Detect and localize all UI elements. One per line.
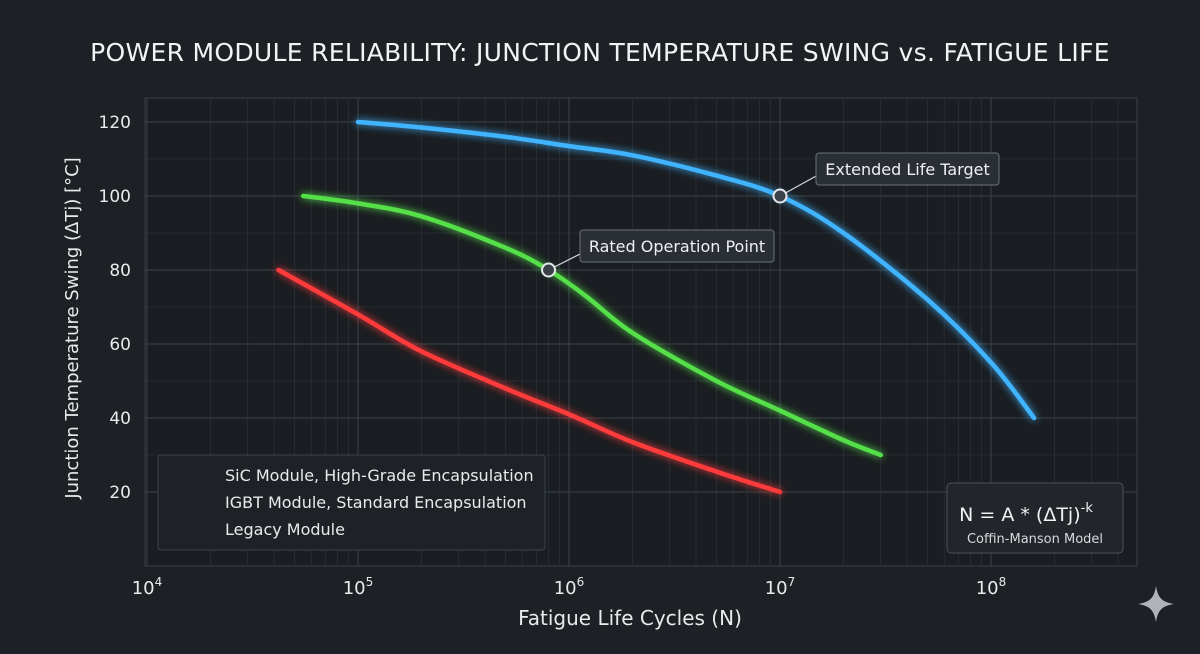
formula-box: N = A * (ΔTj)-k Coffin-Manson Model bbox=[946, 482, 1124, 554]
annotation-box bbox=[815, 152, 1000, 186]
legend-label: IGBT Module, Standard Encapsulation bbox=[225, 493, 527, 512]
annotation-label: Rated Operation Point bbox=[589, 237, 765, 256]
y-tick-label: 60 bbox=[109, 335, 131, 355]
y-tick-label: 40 bbox=[109, 409, 131, 429]
chart-title: POWER MODULE RELIABILITY: JUNCTION TEMPE… bbox=[90, 38, 1110, 67]
series-lines bbox=[276, 119, 1037, 495]
formula-main: N = A * (ΔTj) bbox=[959, 504, 1081, 526]
series-igbt-line bbox=[300, 193, 883, 458]
x-ticks: 104 105 106 107 108 bbox=[132, 575, 1007, 599]
x-tick-label: 105 bbox=[343, 575, 374, 599]
y-tick-label: 20 bbox=[109, 483, 131, 503]
formula-superscript: -k bbox=[1081, 501, 1094, 516]
annotation-marker bbox=[772, 188, 788, 204]
y-tick-label: 120 bbox=[99, 113, 131, 133]
x-axis-label: Fatigue Life Cycles (N) bbox=[518, 606, 742, 630]
y-tick-label: 80 bbox=[109, 261, 131, 281]
annotation-label: Extended Life Target bbox=[825, 160, 990, 179]
legend-box bbox=[157, 454, 546, 551]
x-tick-label: 104 bbox=[132, 575, 163, 599]
formula-box-frame bbox=[946, 482, 1124, 554]
legend: SiC Module, High-Grade Encapsulation IGBT… bbox=[157, 454, 546, 551]
x-tick-label: 108 bbox=[976, 575, 1007, 599]
legend-label: SiC Module, High-Grade Encapsulation bbox=[225, 466, 534, 485]
series-sic-line bbox=[355, 119, 1037, 421]
sparkle-icon bbox=[1138, 586, 1174, 622]
annotations: Extended Life Target Rated Operation Poin… bbox=[541, 152, 1000, 278]
x-tick-label: 106 bbox=[554, 575, 585, 599]
y-tick-label: 100 bbox=[99, 187, 131, 207]
formula-caption: Coffin-Manson Model bbox=[967, 532, 1103, 547]
y-axis-label: Junction Temperature Swing (ΔTj) [°C] bbox=[62, 157, 83, 499]
y-ticks: 20 40 60 80 100 120 bbox=[99, 113, 131, 503]
series-legacy-line bbox=[276, 267, 783, 495]
x-tick-label: 107 bbox=[765, 575, 796, 599]
formula-text: N = A * (ΔTj)-k bbox=[959, 501, 1093, 526]
annotation-marker bbox=[541, 262, 557, 278]
legend-label: Legacy Module bbox=[225, 520, 345, 539]
annotation-box bbox=[579, 229, 775, 263]
